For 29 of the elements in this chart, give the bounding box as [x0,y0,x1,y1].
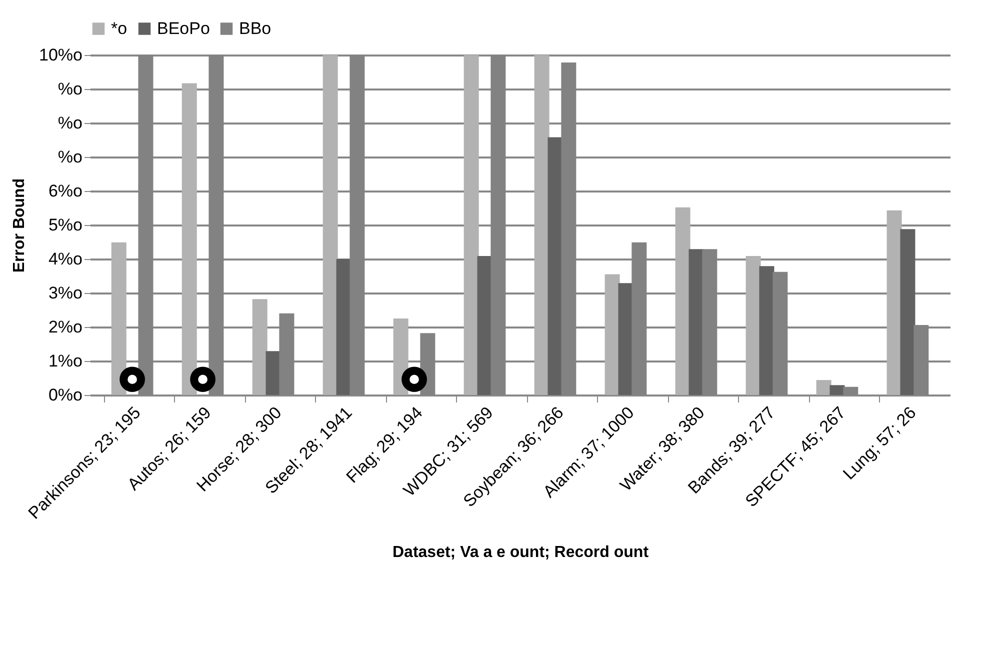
y-tick-label: 10%o [39,46,82,64]
bar [688,249,704,395]
bar [182,83,197,395]
legend-label: BEoPo [157,18,210,38]
bar [393,318,408,395]
bar [252,299,268,395]
y-tick-label: 3%o [48,284,82,302]
y-tick-label: %o [58,80,82,98]
bar [900,229,916,395]
y-tick-label: 2%o [48,318,82,336]
bar [111,242,126,395]
y-tick-label: %o [58,114,82,132]
legend-label: *o [111,18,128,38]
x-axis-title: Dataset; Va a e ount; Record ount [392,544,650,562]
y-tick-label: 1%o [48,352,82,370]
bar [548,137,563,395]
bar [464,55,479,395]
y-tick-label: 5%o [48,216,82,234]
bar [830,385,845,395]
y-tick-label: 6%o [48,182,82,200]
bar [759,266,774,395]
bar [322,55,338,395]
legend-label: BBo [239,18,272,38]
y-tick-label: %o [58,148,82,166]
y-tick-label: 4%o [48,250,82,268]
bar [534,55,550,395]
y-tick-label: 0%o [48,386,82,404]
y-axis-title: Error Bound [11,178,28,273]
bar [816,380,832,395]
